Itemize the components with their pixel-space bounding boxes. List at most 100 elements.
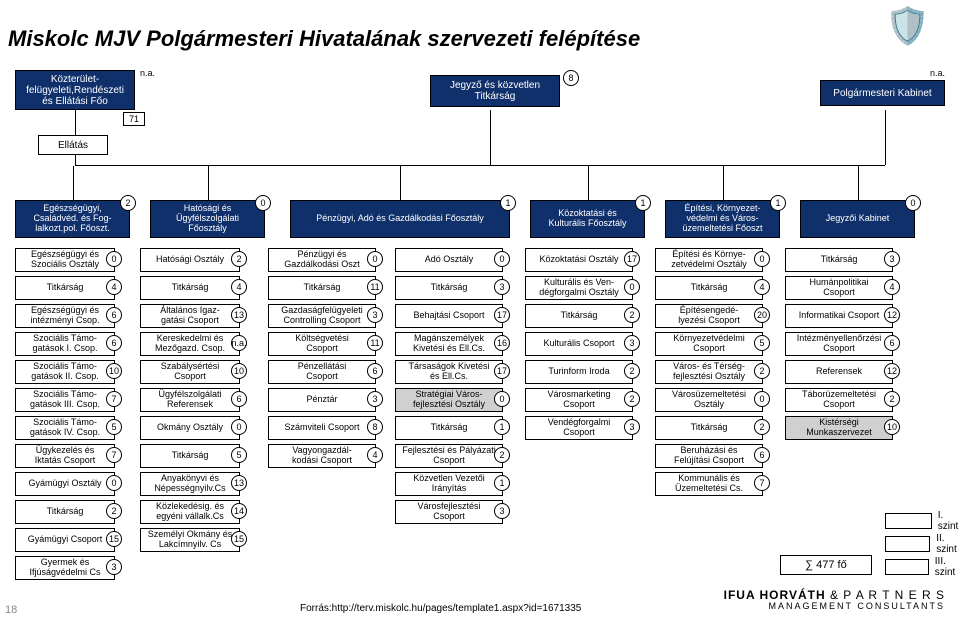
org-count: 5 [754, 335, 770, 351]
org-box: Ügyfélszolgálati Referensek [140, 388, 240, 412]
footer-logo: IFUA HORVÁTH & P A R T N E R S MANAGEMEN… [724, 589, 945, 612]
org-box: Okmány Osztály [140, 416, 240, 440]
top-box-left: Közterület- felügyeleti,Rendészeti és El… [15, 70, 135, 110]
org-count: 1 [494, 419, 510, 435]
org-count: 2 [106, 503, 122, 519]
page-number: 18 [5, 604, 17, 616]
org-box: Városfejlesztési Csoport [395, 500, 503, 524]
org-box: Közoktatási Osztály [525, 248, 633, 272]
dept-count: 0 [905, 195, 921, 211]
org-count: 0 [367, 251, 383, 267]
org-box: Szabálysértési Csoport [140, 360, 240, 384]
org-box: Pénztár [268, 388, 376, 412]
org-count: 2 [624, 391, 640, 407]
org-count: 0 [754, 251, 770, 267]
org-count: 3 [624, 419, 640, 435]
legend-1: I. szint [885, 510, 960, 532]
org-box: Titkárság [655, 416, 763, 440]
org-box: Turinform Iroda [525, 360, 633, 384]
org-count: 17 [624, 251, 640, 267]
org-box: Pénzügyi és Gazdálkodási Oszt [268, 248, 376, 272]
org-count: 15 [231, 531, 247, 547]
org-count: 3 [367, 307, 383, 323]
connector [885, 110, 886, 165]
top-box-mid: Jegyző és közvetlen Titkárság [430, 75, 560, 107]
org-box: Táborüzemeltetési Csoport [785, 388, 893, 412]
org-count: 1 [494, 475, 510, 491]
org-box: Közvetlen Vezetői Irányítás [395, 472, 503, 496]
org-count: 0 [754, 391, 770, 407]
org-count: 4 [231, 279, 247, 295]
org-box: Egészségügyi és intézményi Csop. [15, 304, 115, 328]
org-box: Gazdaságfelügyeleti Controlling Csoport [268, 304, 376, 328]
org-count: 14 [231, 503, 247, 519]
legend-3: III. szint [885, 556, 960, 578]
org-box: Városüzemeltetési Osztály [655, 388, 763, 412]
legend-2: II. szint [885, 533, 960, 555]
count-top-mid: 8 [563, 70, 579, 86]
crest-icon: 🛡️ [885, 5, 930, 47]
org-box: Titkárság [140, 276, 240, 300]
org-box: Szociális Támo- gatások IV. Csop. [15, 416, 115, 440]
org-box: Általános Igaz- gatási Csoport [140, 304, 240, 328]
org-box: Magánszemélyek Kivetési és Ell.Cs. [395, 332, 503, 356]
na-right: n.a. [930, 68, 945, 78]
org-box: Kulturális Csoport [525, 332, 633, 356]
org-count: 10 [231, 363, 247, 379]
org-count: 15 [106, 531, 122, 547]
org-box: Ügykezelés és Iktatás Csoport [15, 444, 115, 468]
org-box: Város- és Térség- fejlesztési Osztály [655, 360, 763, 384]
org-box: Humánpolitikai Csoport [785, 276, 893, 300]
org-box: Referensek [785, 360, 893, 384]
org-box: Titkárság [140, 444, 240, 468]
connector [490, 110, 491, 165]
org-box: Környezetvédelmi Csoport [655, 332, 763, 356]
org-count: 2 [754, 419, 770, 435]
org-count: 13 [231, 307, 247, 323]
org-count: 5 [106, 419, 122, 435]
org-box: Kereskedelmi és Mezőgazd. Csop. [140, 332, 240, 356]
top-box-right: Polgármesteri Kabinet [820, 80, 945, 106]
org-box: Személyi Okmány és Lakcímnyilv. Cs [140, 528, 240, 552]
source-text: Forrás:http://terv.miskolc.hu/pages/temp… [300, 603, 581, 614]
org-box: Szociális Támo- gatások I. Csop. [15, 332, 115, 356]
org-count: 3 [367, 391, 383, 407]
org-count: 3 [624, 335, 640, 351]
org-count: 13 [231, 475, 247, 491]
org-count: 2 [884, 391, 900, 407]
org-box: Kommunális és Üzemeltetési Cs. [655, 472, 763, 496]
org-count: 10 [106, 363, 122, 379]
org-count: 0 [494, 391, 510, 407]
org-box: Intézményellenőrzési Csoport [785, 332, 893, 356]
org-count: 6 [231, 391, 247, 407]
org-count: 7 [106, 391, 122, 407]
connector [75, 165, 885, 166]
org-box: Társaságok Kivetési és Ell.Cs. [395, 360, 503, 384]
org-box: Gyámügyi Osztály [15, 472, 115, 496]
org-box: Számviteli Csoport [268, 416, 376, 440]
org-box: Gyámügyi Csoport [15, 528, 115, 552]
na-left: n.a. [140, 68, 155, 78]
org-box: Anyakönyvi és Népességnyilv.Cs [140, 472, 240, 496]
org-count: 0 [106, 475, 122, 491]
org-count: 6 [106, 335, 122, 351]
org-count: 2 [754, 363, 770, 379]
dept-count: 0 [255, 195, 271, 211]
org-count: 6 [106, 307, 122, 323]
org-count: 11 [367, 279, 383, 295]
org-count: 6 [367, 363, 383, 379]
org-count: 4 [106, 279, 122, 295]
org-box: Titkárság [525, 304, 633, 328]
org-count: 4 [754, 279, 770, 295]
dept-box: Közoktatási és Kulturális Főosztály [530, 200, 645, 238]
page-title: Miskolc MJV Polgármesteri Hivatalának sz… [8, 26, 640, 52]
org-box: Hatósági Osztály [140, 248, 240, 272]
org-box: Adó Osztály [395, 248, 503, 272]
org-box: Szociális Támo- gatások III. Csop. [15, 388, 115, 412]
org-box: Informatikai Csoport [785, 304, 893, 328]
org-box: Pénzellátási Csoport [268, 360, 376, 384]
org-count: 3 [884, 251, 900, 267]
org-count: 6 [754, 447, 770, 463]
org-count: 5 [231, 447, 247, 463]
dept-count: 1 [635, 195, 651, 211]
